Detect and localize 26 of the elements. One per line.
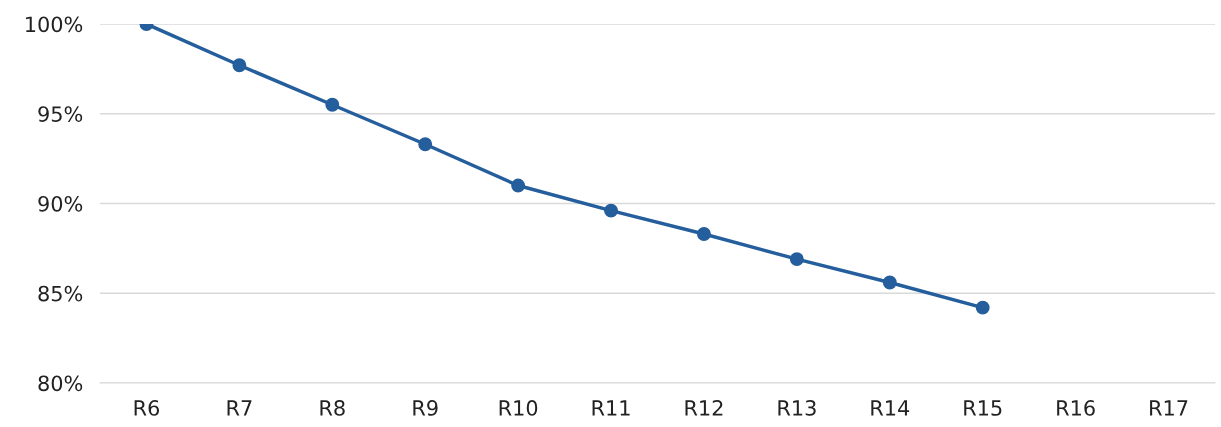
x-tick-label: R9: [413, 400, 438, 416]
point: [325, 97, 340, 112]
x-tick-label: R13: [778, 400, 816, 416]
x-tick-label: R14: [871, 400, 910, 416]
y-tick-label: 80%: [38, 375, 83, 392]
y-tick-label: 85%: [38, 285, 83, 302]
point: [604, 203, 618, 218]
y-tick-label: 95%: [38, 106, 83, 122]
y-tick-label: 100%: [26, 16, 83, 33]
y-tick-label: 90%: [38, 195, 83, 212]
x-tick-label: R15: [964, 400, 1002, 416]
x-tick-label: R8: [320, 400, 345, 416]
x-tick-label: R7: [227, 400, 252, 416]
x-tick-label: R17: [1150, 400, 1188, 416]
point: [789, 252, 804, 267]
x-tick-label: R10: [499, 400, 538, 416]
x-tick-label: R6: [134, 400, 160, 416]
point: [975, 300, 990, 315]
point: [882, 275, 897, 290]
x-tick-label: R11: [592, 400, 630, 416]
point: [418, 137, 433, 152]
point: [697, 227, 711, 241]
x-tick-label: R12: [685, 400, 723, 416]
point: [511, 178, 526, 193]
x-tick-label: R16: [1057, 400, 1095, 416]
point: [232, 58, 247, 73]
